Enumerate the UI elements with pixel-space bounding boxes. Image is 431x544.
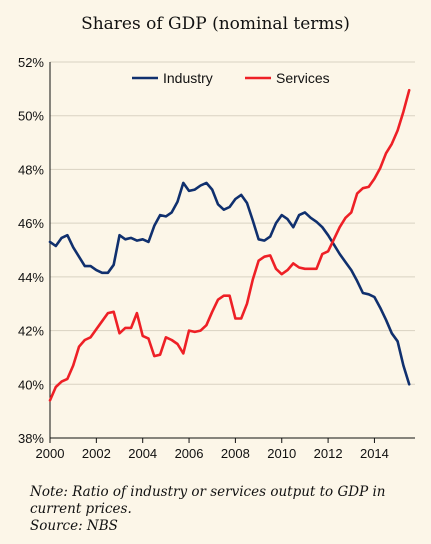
axes (49, 62, 415, 443)
y-tick-label: 50% (18, 109, 44, 124)
x-tick-label: 2004 (128, 446, 157, 461)
legend: Industry Services (132, 70, 330, 86)
series-line-industry (48, 181, 411, 386)
x-tick-label: 2012 (314, 446, 343, 461)
gridlines (50, 61, 415, 439)
y-tick-label: 44% (18, 270, 44, 285)
series-line-services (48, 88, 411, 402)
series-lines (48, 88, 411, 402)
x-tick-label: 2000 (36, 446, 65, 461)
x-tick-label: 2002 (82, 446, 111, 461)
x-tick-label: 2014 (360, 446, 389, 461)
line-chart: 38%40%42%44%46%48%50%52% 2000 2002 2004 200… (18, 55, 415, 461)
y-tick-label: 38% (18, 431, 44, 446)
y-tick-label: 52% (18, 55, 44, 70)
legend-label-industry: Industry (163, 70, 213, 86)
y-tick-label: 48% (18, 162, 44, 177)
chart-notes: Note: Ratio of industry or services outp… (30, 484, 425, 535)
x-tick-label: 2006 (175, 446, 204, 461)
x-tick-label: 2008 (221, 446, 250, 461)
y-tick-label: 46% (18, 216, 44, 231)
y-axis-tick-labels: 38% 40% 42% 44% 46% 48% 50% 52% (18, 55, 44, 446)
note-text: Note: Ratio of industry or services outp… (30, 484, 386, 517)
y-tick-label: 40% (18, 377, 44, 392)
x-tick-label: 2010 (267, 446, 296, 461)
source-text: Source: NBS (30, 518, 118, 534)
chart-title: Shares of GDP (nominal terms) (81, 14, 350, 34)
legend-label-services: Services (276, 70, 330, 86)
x-axis-tick-labels: 2000 2002 2004 2006 2008 2010 2012 2014 (36, 446, 389, 461)
y-tick-label: 42% (18, 324, 44, 339)
